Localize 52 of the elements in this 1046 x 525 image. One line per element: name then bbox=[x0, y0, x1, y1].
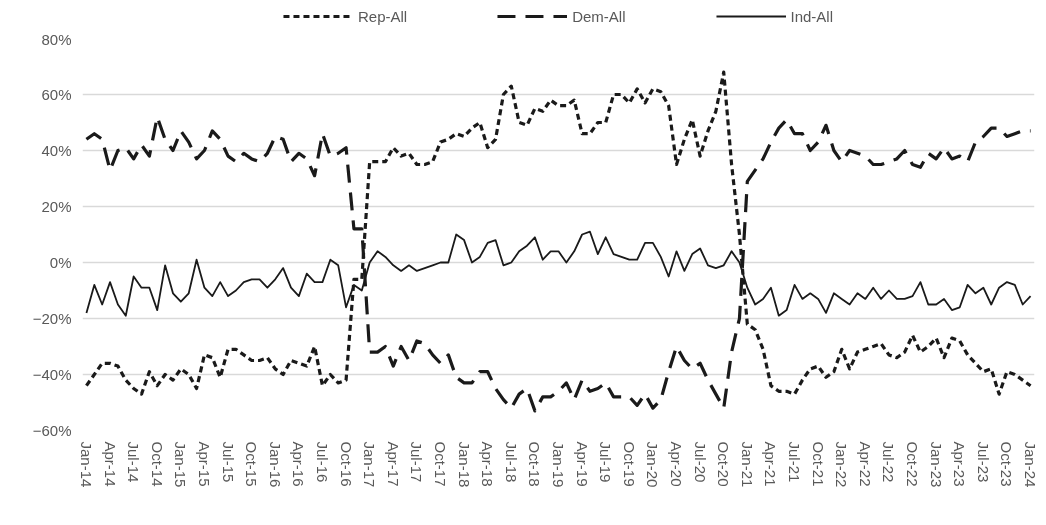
x-tick-label: Jul-14 bbox=[125, 441, 143, 483]
x-tick-label: Apr-21 bbox=[762, 441, 780, 487]
x-tick-label: Jan-21 bbox=[738, 441, 756, 488]
y-tick-label: 80% bbox=[41, 30, 72, 48]
x-tick-label: Oct-17 bbox=[431, 441, 449, 487]
x-tick-label: Oct-20 bbox=[715, 441, 733, 487]
y-tick-label: 60% bbox=[41, 86, 72, 103]
x-tick-label: Jan-16 bbox=[266, 441, 284, 488]
x-tick-label: Apr-22 bbox=[856, 441, 874, 487]
x-tick-label: Jan-20 bbox=[644, 441, 662, 488]
x-tick-label: Oct-22 bbox=[904, 441, 922, 487]
x-tick-label: Jul-22 bbox=[880, 441, 898, 483]
y-tick-label: −20% bbox=[32, 310, 72, 327]
x-tick-label: Oct-14 bbox=[148, 441, 166, 487]
x-tick-label: Jan-24 bbox=[1022, 441, 1040, 488]
x-tick-label: Oct-15 bbox=[243, 441, 261, 487]
x-tick-label: Apr-23 bbox=[951, 441, 969, 487]
x-tick-label: Jan-18 bbox=[455, 441, 473, 488]
x-tick-label: Oct-23 bbox=[998, 441, 1016, 487]
x-tick-label: Oct-19 bbox=[620, 441, 638, 487]
y-tick-label: −40% bbox=[32, 366, 72, 383]
y-tick-label: 40% bbox=[41, 142, 72, 159]
x-tick-label: Jul-15 bbox=[219, 441, 237, 483]
x-tick-label: Oct-16 bbox=[337, 441, 355, 487]
x-tick-label: Jul-18 bbox=[502, 441, 520, 483]
x-tick-label: Oct-18 bbox=[526, 441, 544, 487]
x-tick-label: Jan-15 bbox=[172, 441, 190, 488]
legend-label: Rep-All bbox=[357, 7, 408, 25]
legend-label: Dem-All bbox=[572, 7, 626, 25]
x-tick-label: Apr-17 bbox=[384, 441, 402, 487]
x-tick-label: Jul-19 bbox=[597, 441, 615, 483]
y-tick-label: 0% bbox=[49, 254, 72, 271]
x-tick-label: Apr-15 bbox=[195, 441, 213, 487]
x-tick-label: Jan-22 bbox=[833, 441, 851, 488]
x-tick-label: Jul-23 bbox=[974, 441, 992, 483]
x-tick-label: Jul-20 bbox=[691, 441, 709, 483]
legend-label: Ind-All bbox=[790, 7, 834, 25]
x-tick-label: Apr-16 bbox=[290, 441, 308, 487]
y-tick-label: 20% bbox=[41, 198, 72, 215]
x-tick-label: Jan-17 bbox=[361, 441, 379, 488]
x-tick-label: Jul-21 bbox=[786, 441, 804, 483]
x-tick-label: Apr-20 bbox=[668, 441, 686, 487]
x-tick-label: Jul-17 bbox=[408, 441, 426, 483]
y-tick-label: −60% bbox=[32, 422, 72, 439]
x-tick-label: Jan-14 bbox=[77, 441, 95, 488]
x-tick-label: Jan-23 bbox=[927, 441, 945, 488]
x-tick-label: Apr-14 bbox=[101, 441, 119, 487]
x-tick-label: Apr-18 bbox=[479, 441, 497, 487]
x-tick-label: Apr-19 bbox=[573, 441, 591, 487]
x-tick-label: Jul-16 bbox=[313, 441, 331, 483]
x-tick-label: Oct-21 bbox=[809, 441, 827, 487]
x-tick-label: Jan-19 bbox=[550, 441, 567, 488]
